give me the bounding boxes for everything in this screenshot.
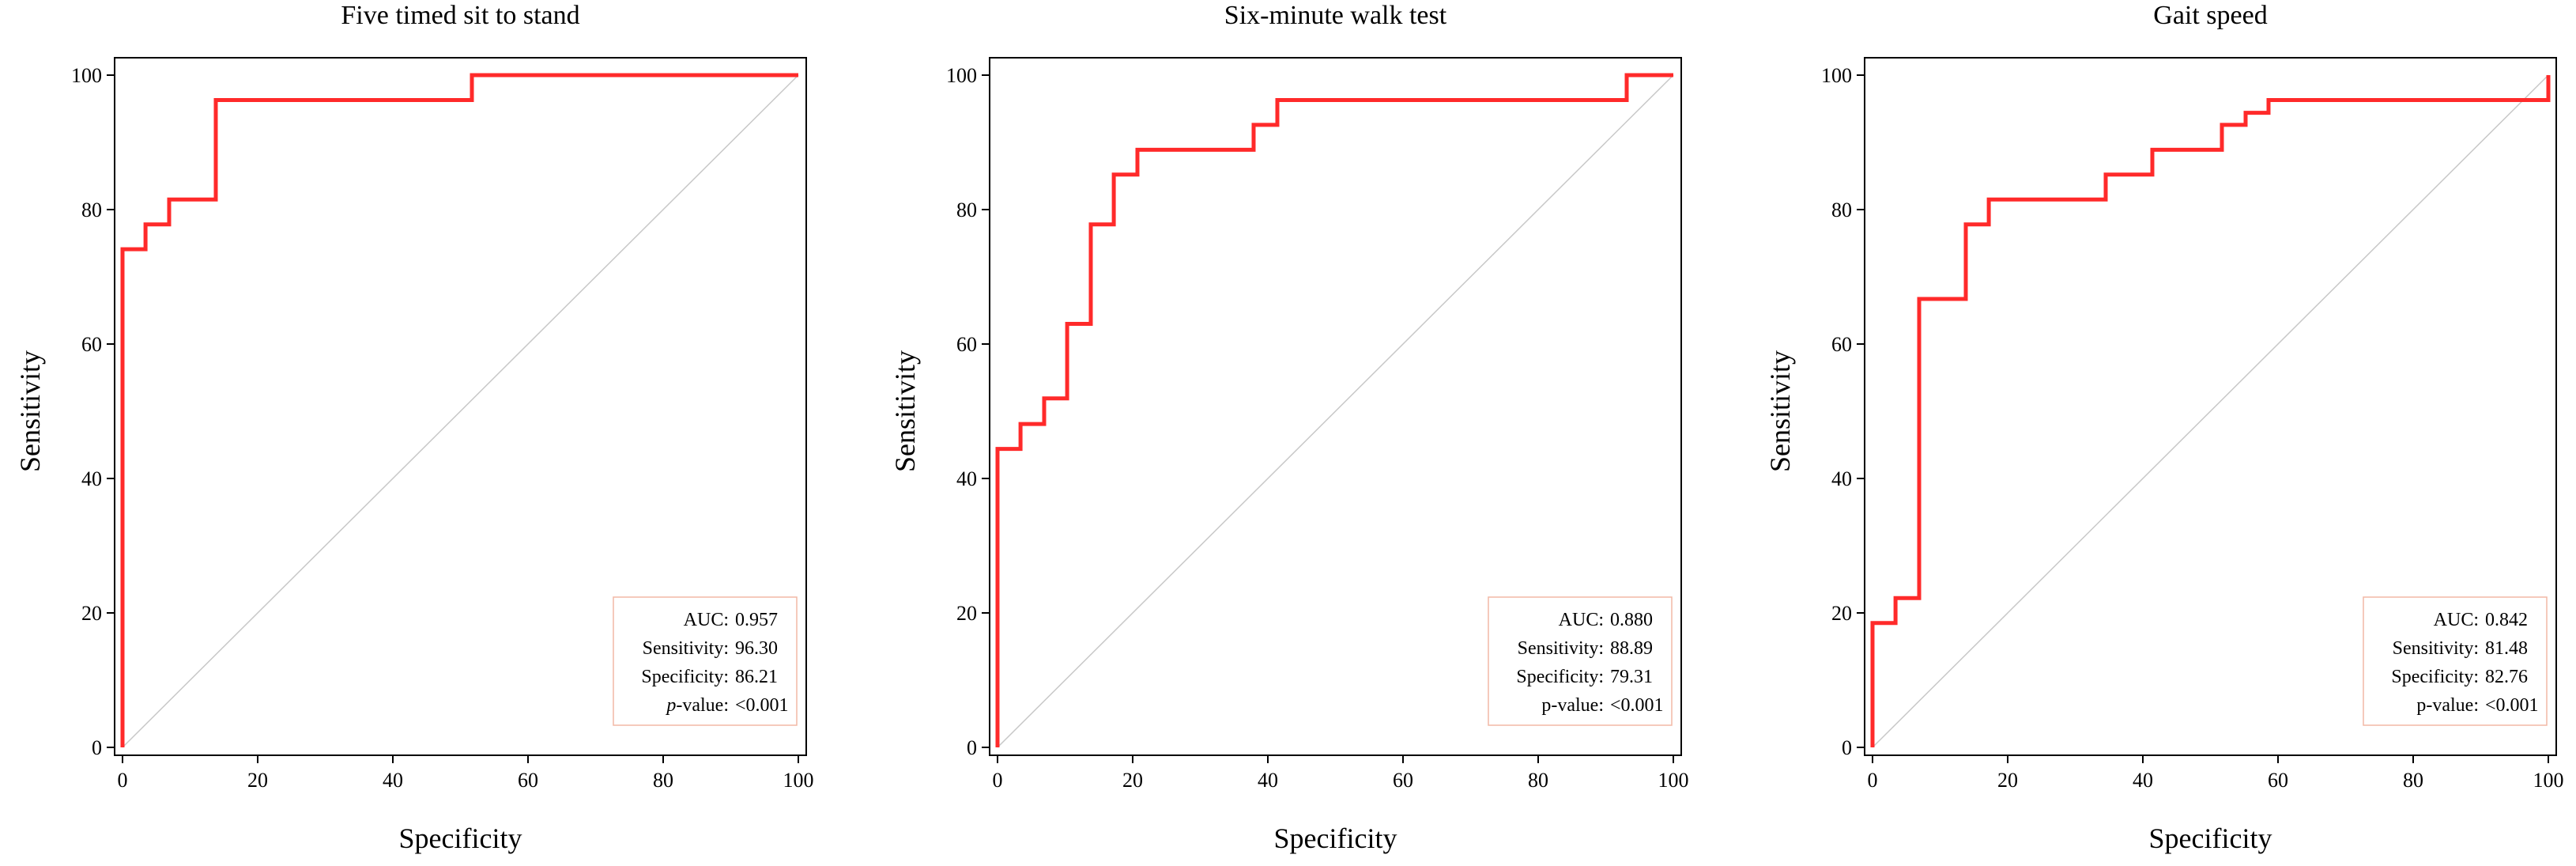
roc-curve xyxy=(995,73,1673,747)
x-tick-label: 100 xyxy=(1658,769,1689,792)
y-axis-label: Sensitivity xyxy=(14,350,46,472)
reference-diagonal xyxy=(1872,74,2549,748)
x-tick-label: 20 xyxy=(1122,769,1143,792)
roc-panel-1: Five timed sit to stand Specificity Sensit… xyxy=(14,1,814,854)
legend-value-specificity: 79.31 xyxy=(1610,667,1653,687)
y-tick-label: 100 xyxy=(1821,64,1852,87)
x-tick-label: 40 xyxy=(2133,769,2153,792)
y-tick-label: 20 xyxy=(81,602,102,625)
stats-legend xyxy=(613,596,798,726)
legend-label-p: p-value: xyxy=(1541,695,1604,716)
y-tick-label: 0 xyxy=(1842,736,1852,759)
x-tick-label: 40 xyxy=(383,769,403,792)
legend-value-p_value: <0.001 xyxy=(1610,695,1664,716)
x-tick-label: 0 xyxy=(993,769,1003,792)
y-tick-label: 40 xyxy=(956,467,977,490)
legend-value-auc: 0.880 xyxy=(1610,610,1653,630)
y-tick-label: 20 xyxy=(956,602,977,625)
roc-curve xyxy=(1870,75,2551,747)
y-tick-label: 0 xyxy=(967,736,977,759)
x-tick-label: 80 xyxy=(1528,769,1548,792)
x-axis-label: Specificity xyxy=(2149,823,2272,854)
y-tick-label: 40 xyxy=(1831,467,1852,490)
roc-panel-2: Six-minute walk test Specificity Sensitivi… xyxy=(889,1,1689,854)
legend-value-specificity: 86.21 xyxy=(735,667,778,687)
roc-panel-3: Gait speed Specificity Sensitivity 0 20 40 60 8… xyxy=(1764,1,2564,854)
y-tick-label: 40 xyxy=(81,467,102,490)
x-tick-label: 20 xyxy=(1997,769,2018,792)
legend-value-sensitivity: 81.48 xyxy=(2485,638,2528,659)
legend-label-sensitivity: Sensitivity: xyxy=(643,638,729,659)
y-tick-label: 100 xyxy=(946,64,977,87)
roc-curve xyxy=(120,73,798,747)
reference-diagonal xyxy=(122,74,799,748)
plot-frame xyxy=(114,57,807,756)
legend-label-auc: AUC: xyxy=(2434,610,2479,630)
legend-value-sensitivity: 88.89 xyxy=(1610,638,1653,659)
reference-diagonal xyxy=(997,74,1674,748)
legend-label-auc: AUC: xyxy=(1559,610,1604,630)
x-tick-label: 60 xyxy=(1393,769,1413,792)
y-axis-label: Sensitivity xyxy=(1764,350,1796,472)
y-tick-label: 100 xyxy=(71,64,102,87)
x-tick-label: 80 xyxy=(2403,769,2423,792)
legend-value-auc: 0.957 xyxy=(735,610,778,630)
x-tick-label: 40 xyxy=(1258,769,1278,792)
legend-label-specificity: Specificity: xyxy=(641,667,729,687)
x-tick-label: 100 xyxy=(2533,769,2564,792)
legend-label-p: p-value: xyxy=(2416,695,2479,716)
x-tick-label: 60 xyxy=(518,769,538,792)
y-axis-label: Sensitivity xyxy=(889,350,921,472)
legend-value-specificity: 82.76 xyxy=(2485,667,2528,687)
y-tick-label: 80 xyxy=(1831,199,1852,221)
y-tick-label: 0 xyxy=(92,736,102,759)
legend-value-p_value: <0.001 xyxy=(735,695,789,716)
y-tick-label: 60 xyxy=(1831,333,1852,356)
stats-legend xyxy=(2363,596,2548,726)
y-tick-label: 60 xyxy=(956,333,977,356)
x-tick-label: 80 xyxy=(653,769,673,792)
chart-title: Gait speed xyxy=(2153,1,2267,30)
y-tick-label: 60 xyxy=(81,333,102,356)
y-tick-label: 80 xyxy=(956,199,977,221)
legend-label-specificity: Specificity: xyxy=(1516,667,1604,687)
y-tick-label: 80 xyxy=(81,199,102,221)
x-axis-label: Specificity xyxy=(399,823,522,854)
x-axis-label: Specificity xyxy=(1274,823,1397,854)
x-tick-label: 60 xyxy=(2268,769,2288,792)
legend-label-sensitivity: Sensitivity: xyxy=(1518,638,1604,659)
chart-title: Five timed sit to stand xyxy=(341,1,579,30)
x-tick-label: 0 xyxy=(1868,769,1878,792)
legend-p-italic: p xyxy=(665,695,676,716)
plot-frame xyxy=(989,57,1682,756)
y-tick-label: 20 xyxy=(1831,602,1852,625)
x-tick-label: 0 xyxy=(118,769,128,792)
stats-legend xyxy=(1488,596,1673,726)
legend-p-rest: -value: xyxy=(676,695,729,716)
legend-label-p: p-value: xyxy=(665,695,729,716)
x-tick-label: 100 xyxy=(783,769,814,792)
x-tick-label: 20 xyxy=(247,769,268,792)
legend-value-auc: 0.842 xyxy=(2485,610,2528,630)
legend-label-sensitivity: Sensitivity: xyxy=(2393,638,2479,659)
plot-frame xyxy=(1864,57,2557,756)
legend-label-auc: AUC: xyxy=(684,610,729,630)
legend-value-p_value: <0.001 xyxy=(2485,695,2539,716)
chart-title: Six-minute walk test xyxy=(1224,1,1447,30)
legend-label-specificity: Specificity: xyxy=(2391,667,2479,687)
legend-value-sensitivity: 96.30 xyxy=(735,638,778,659)
